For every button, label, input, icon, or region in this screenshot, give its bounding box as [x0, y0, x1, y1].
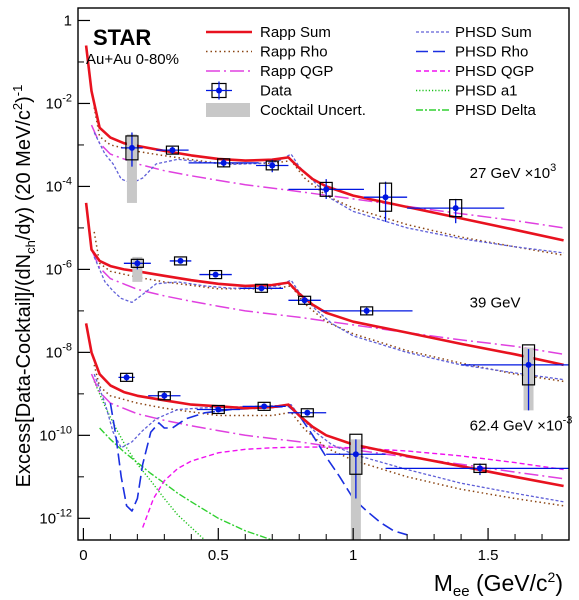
data-syst-box — [521, 344, 536, 386]
data-syst-box — [349, 433, 363, 475]
y-tick-label: 10-2 — [46, 92, 72, 112]
data-syst-box — [360, 306, 374, 316]
data-point — [452, 205, 459, 212]
model-curves — [84, 45, 564, 540]
x-tick-label: 1.5 — [478, 547, 499, 564]
legend-label: PHSD Delta — [455, 102, 537, 119]
curve-phsd-sum — [93, 373, 564, 503]
axes: 0 0.5 1 1.5 1 10-2 10-4 10-6 10-8 10-10 10-12 — [39, 12, 543, 564]
legend: Rapp Sum Rapp Rho Rapp QGP Data Cocktail Unc… — [206, 24, 537, 119]
data-point — [128, 144, 135, 151]
data-syst-box — [130, 258, 144, 268]
plot-frame — [77, 7, 570, 541]
curve-rapp-sum — [84, 45, 564, 242]
curve-rapp-sum — [84, 323, 564, 488]
data-syst-box — [119, 372, 134, 382]
data-point — [169, 147, 176, 154]
cocktail-uncertainty-band — [126, 134, 137, 203]
data-markers — [118, 132, 569, 540]
data-point — [134, 260, 141, 267]
data-point — [304, 409, 311, 416]
data-syst-box — [257, 401, 271, 411]
data-syst-box — [208, 269, 223, 280]
x-tick-label: 1 — [349, 547, 357, 564]
y-tick-label: 10-8 — [46, 341, 72, 361]
curve-rapp-sum — [84, 202, 564, 367]
y-axis-label: Excess[Data-Cocktail]/(dNch/dy) (20 MeV/… — [10, 85, 38, 488]
energy-annotation: 39 GeV — [470, 295, 521, 312]
data-point — [258, 285, 265, 292]
energy-annotation: 27 GeV ×103 — [470, 162, 557, 182]
data-point — [301, 297, 308, 304]
curve-rapp-rho — [93, 231, 564, 383]
data-point — [161, 392, 168, 399]
data-point — [215, 406, 222, 413]
energy-annotation: 62.4 GeV ×10-3 — [470, 415, 573, 435]
x-axis-label: Mee (GeV/c2) — [434, 569, 563, 600]
data-point — [269, 162, 276, 169]
data-syst-box — [125, 135, 139, 161]
curve-rapp-rho — [93, 364, 564, 507]
legend-label: PHSD Rho — [455, 44, 528, 61]
data-syst-box — [378, 182, 393, 212]
legend-label: PHSD QGP — [455, 63, 534, 80]
legend-band-swatch — [206, 103, 250, 117]
data-syst-box — [319, 181, 333, 197]
data-point — [261, 403, 268, 410]
legend-data-marker — [216, 87, 222, 94]
data-syst-box — [298, 295, 312, 305]
legend-label: Data — [260, 83, 292, 100]
data-syst-box — [157, 391, 171, 401]
data-syst-box — [254, 283, 269, 293]
data-syst-box — [449, 199, 463, 218]
data-point — [323, 186, 330, 193]
curve-phsd-qgp — [142, 446, 564, 528]
experiment-label: STAR — [93, 25, 151, 50]
legend-label: PHSD Sum — [455, 24, 532, 41]
legend-label: Cocktail Uncert. — [260, 102, 366, 119]
data-point — [352, 451, 359, 458]
curve-phsd-a1 — [93, 381, 206, 540]
legend-label: Rapp Rho — [260, 44, 328, 61]
data-point — [123, 374, 130, 381]
data-point — [220, 159, 227, 166]
y-tick-label: 10-6 — [46, 258, 72, 278]
system-label: Au+Au 0-80% — [86, 51, 179, 68]
data-point — [476, 465, 483, 472]
data-syst-box — [173, 256, 188, 266]
data-syst-box — [265, 160, 279, 171]
y-tick-label: 1 — [64, 12, 72, 29]
data-syst-box — [211, 404, 225, 415]
data-syst-box — [300, 408, 314, 418]
curve-phsd-sum — [93, 132, 564, 254]
y-tick-label: 10-12 — [39, 507, 72, 527]
curve-phsd-delta — [99, 427, 273, 540]
x-tick-label: 0.5 — [208, 547, 229, 564]
curve-phsd-rho — [109, 402, 408, 536]
y-tick-label: 10-10 — [39, 424, 72, 444]
legend-label: Rapp Sum — [260, 24, 331, 41]
data-point — [177, 257, 184, 264]
data-syst-box — [473, 463, 487, 474]
x-tick-label: 0 — [79, 547, 87, 564]
data-syst-box — [217, 158, 231, 168]
data-syst-box — [165, 145, 180, 155]
data-point — [212, 271, 219, 278]
data-point — [363, 307, 370, 314]
data-point — [525, 361, 532, 368]
legend-label: PHSD a1 — [455, 83, 518, 100]
data-point — [382, 194, 389, 201]
legend-label: Rapp QGP — [260, 63, 333, 80]
y-tick-label: 10-4 — [46, 175, 72, 195]
energy-annotations: 27 GeV ×103 39 GeV 62.4 GeV ×10-3 — [470, 162, 573, 435]
